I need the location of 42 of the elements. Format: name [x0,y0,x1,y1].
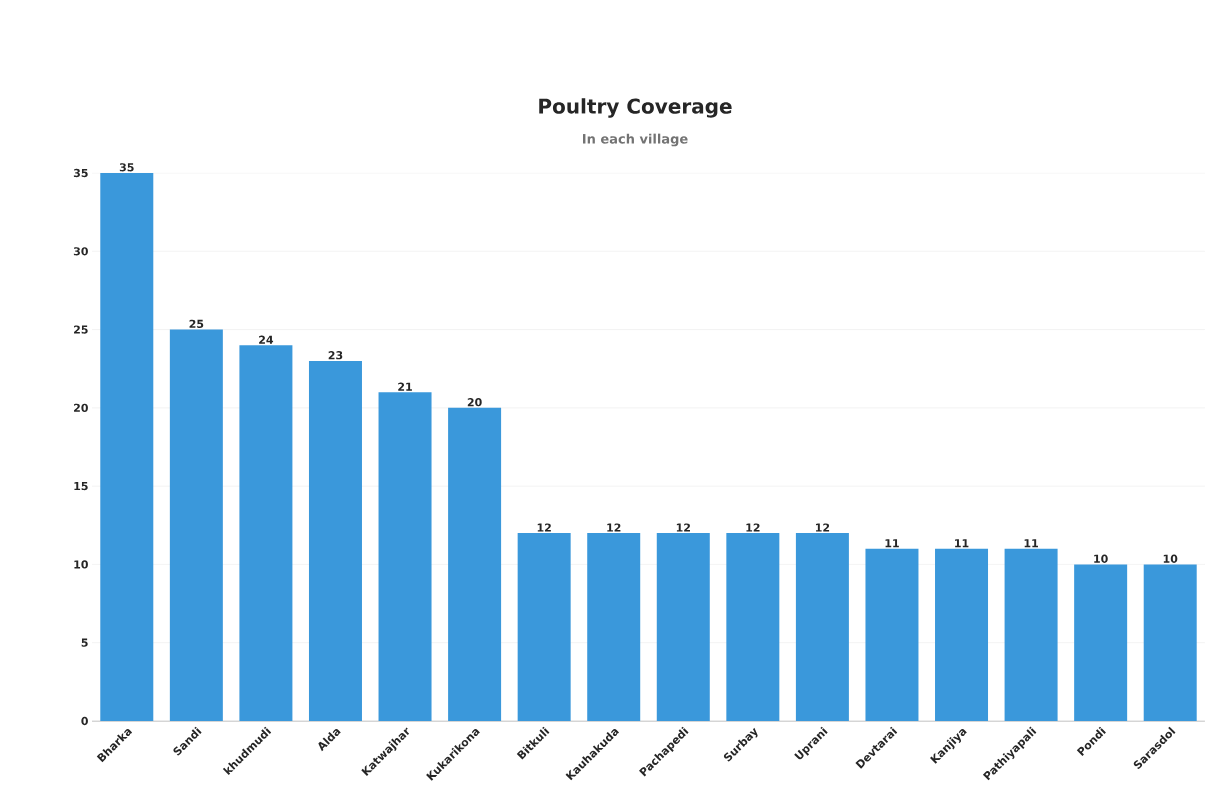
data-label: 12 [815,523,830,532]
bar [239,345,293,721]
data-label: 12 [607,523,621,532]
data-label: 12 [746,523,760,532]
data-label: 12 [676,523,690,532]
bar [308,360,362,721]
data-label: 10 [1094,554,1108,563]
bar [865,548,919,721]
y-tick-label: 0 [81,716,88,726]
bar [795,533,849,721]
data-label: 23 [328,351,343,360]
bar [587,533,641,721]
bar [1074,564,1128,721]
chart-title: Poultry Coverage [539,98,732,118]
bar [656,533,710,721]
bar [1143,564,1197,721]
y-tick-label: 5 [81,638,88,647]
chart-subtitle: In each village [582,133,688,147]
y-tick-label: 20 [74,403,88,413]
data-label: 35 [119,163,134,172]
data-label: 25 [189,319,204,329]
y-tick-label: 10 [74,560,88,569]
data-label: 21 [398,382,412,391]
data-label: 11 [1024,539,1038,548]
bar [517,533,571,721]
data-label: 24 [259,335,274,344]
data-label: 10 [1163,554,1178,563]
data-label: 11 [955,539,969,548]
bar [726,533,780,721]
data-label: 11 [885,539,899,548]
data-label: 12 [537,523,551,532]
bar [935,548,989,721]
y-tick-label: 15 [74,482,88,491]
bar [1004,548,1058,721]
bar [169,329,223,721]
data-label: 20 [467,398,482,407]
bar [448,407,502,721]
bar [100,172,154,721]
y-tick-label: 30 [73,247,88,256]
bar [378,392,432,721]
y-tick-label: 25 [74,325,88,334]
y-tick-label: 35 [73,168,88,178]
